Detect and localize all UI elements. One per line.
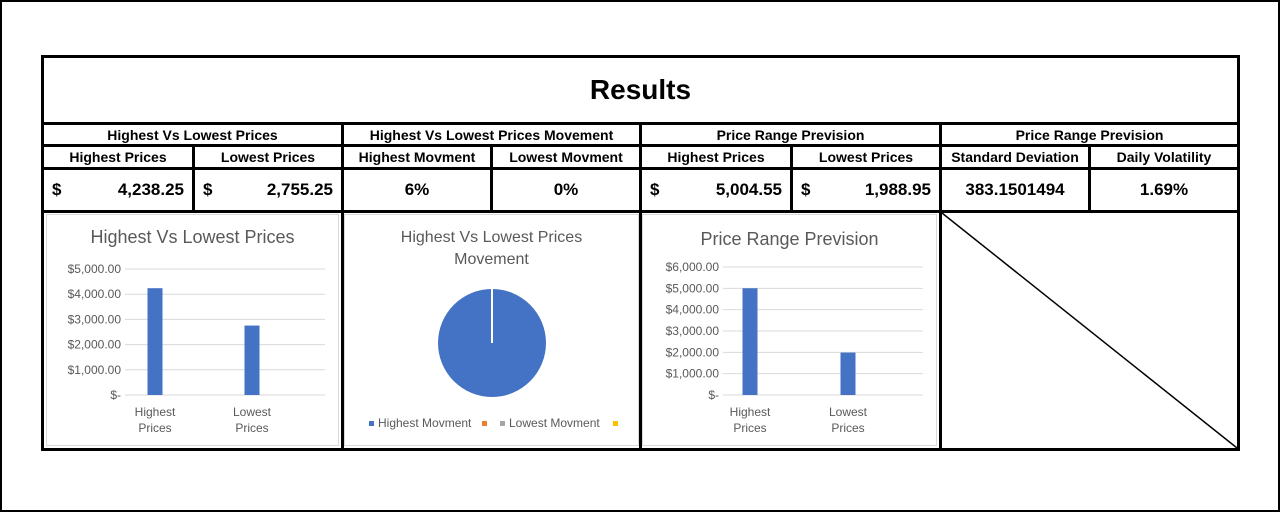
chart-title-line: Highest Vs Lowest Prices [400,229,583,246]
y-tick-label: $3,000.00 [666,324,720,338]
value-lowest-prices-prevision: $ 1,988.95 [793,170,939,210]
value-highest-movment: 6% [404,180,430,199]
group-header-highest-vs-lowest: Highest Vs Lowest Prices [107,126,278,143]
results-sheet: Results Highest Vs Lowest Prices Highest… [41,55,1240,451]
grid-line [1088,144,1091,213]
header-highest-prices-prevision: Highest Prices [667,149,765,165]
grid-line [939,122,942,448]
grid-line [192,144,195,213]
y-tick-label: $5,000.00 [68,262,122,276]
legend-label: Lowest Movment [509,416,600,430]
chart-title: Price Range Prevision [700,229,879,249]
header-highest-movment: Highest Movment [358,149,476,165]
x-tick-label: Prices [733,421,766,435]
legend-swatch [500,421,505,426]
value-highest-prices-prevision: $ 5,004.55 [642,170,790,210]
y-tick-label: $3,000.00 [68,312,122,326]
x-tick-label: Prices [235,421,268,435]
y-tick-label: $2,000.00 [666,345,720,359]
amount: 1,988.95 [864,180,931,199]
group-header-price-range-stats: Price Range Prevision [1015,126,1164,143]
amount: 5,004.55 [715,180,782,199]
value-lowest-movment: 0% [553,180,579,199]
bar [742,288,758,395]
currency-symbol: $ [650,180,660,199]
header-lowest-prices: Lowest Prices [220,149,316,165]
y-tick-label: $4,000.00 [68,287,122,301]
chart-highest-vs-lowest-prices[interactable]: Highest Vs Lowest Prices $- $1,000.00 $2,0… [46,214,339,446]
legend-swatch [482,421,487,426]
y-tick-label: $2,000.00 [68,338,122,352]
y-tick-label: $4,000.00 [666,303,720,317]
bar [244,325,260,395]
empty-cell-diagonal [942,213,1237,448]
legend-label: Highest Movment [378,416,472,430]
legend-swatch [369,421,374,426]
x-tick-label: Prices [831,421,864,435]
chart-title-line: Movement [454,251,529,268]
x-tick-label: Lowest [829,405,868,419]
page-title: Results [44,58,1237,125]
grid-line [790,144,793,213]
y-tick-label: $6,000.00 [666,260,720,274]
x-tick-label: Prices [138,421,171,435]
header-highest-prices: Highest Prices [69,149,167,165]
grid-line [341,122,344,448]
bar-chart-svg: $- $1,000.00 $2,000.00 $3,000.00 $4,000.00 $5… [666,260,923,435]
amount: 2,755.25 [266,180,333,199]
y-tick-label: $1,000.00 [666,367,720,381]
x-tick-label: Highest [135,405,176,419]
header-daily-volatility: Daily Volatility [1116,149,1212,165]
group-header-price-range: Price Range Prevision [716,126,865,143]
chart-title: Highest Vs Lowest Prices Movement [345,227,638,271]
amount: 4,238.25 [117,180,184,199]
chart-price-movement[interactable]: Highest Vs Lowest Prices Movement Highes… [344,214,639,446]
value-daily-volatility: 1.69% [1139,180,1189,199]
bar-chart-svg: $- $1,000.00 $2,000.00 $3,000.00 $4,000.00 $5… [68,262,325,435]
bar [840,352,856,395]
currency-symbol: $ [801,180,811,199]
y-tick-label: $5,000.00 [666,281,720,295]
pie-chart-svg: Highest Movment Lowest Movment [369,289,618,430]
value-highest-prices: $ 4,238.25 [44,170,192,210]
x-tick-label: Highest [730,405,771,419]
legend-swatch [613,421,618,426]
y-tick-label: $- [110,388,121,402]
grid-line [490,144,493,213]
header-standard-deviation: Standard Deviation [951,149,1079,165]
currency-symbol: $ [203,180,213,199]
currency-symbol: $ [52,180,62,199]
group-header-movement: Highest Vs Lowest Prices Movement [369,126,614,143]
x-tick-label: Lowest [233,405,272,419]
chart-title: Highest Vs Lowest Prices [90,227,295,247]
header-lowest-movment: Lowest Movment [509,149,623,165]
header-lowest-prices-prevision: Lowest Prices [818,149,914,165]
y-tick-label: $- [708,388,719,402]
grid-line [639,122,642,448]
y-tick-label: $1,000.00 [68,363,122,377]
bar [147,288,163,395]
value-standard-deviation: 383.1501494 [965,180,1065,199]
value-lowest-prices: $ 2,755.25 [195,170,341,210]
chart-price-range-prevision[interactable]: Price Range Prevision $- $1,000.00 $2,000.… [642,214,937,446]
